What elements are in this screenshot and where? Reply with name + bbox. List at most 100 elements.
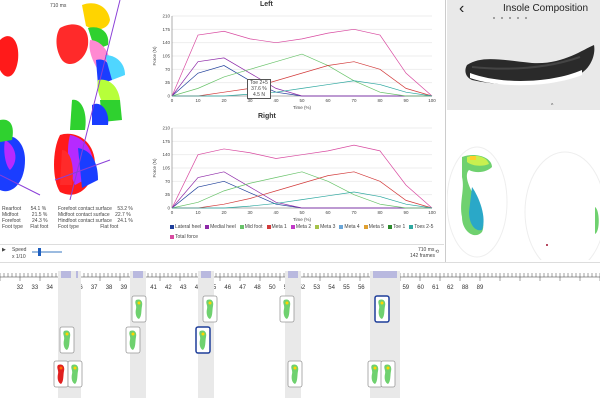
legend-item: Medial heel	[205, 224, 236, 230]
step-marker[interactable]	[373, 271, 397, 278]
legend-swatch	[363, 225, 368, 229]
timeline-tick-label: 55	[343, 285, 350, 291]
pressure-hotspot	[380, 301, 384, 305]
footprint-icon	[283, 299, 291, 319]
legend-label: Mid foot	[244, 224, 263, 230]
pressure-analysis-panel: 710 ms Rearfoot 54.1 % Midfoot 21.5 % Fo…	[0, 0, 446, 262]
legend-swatch	[315, 225, 320, 229]
series-line	[171, 171, 432, 209]
x-tick-label: 50	[299, 210, 305, 215]
pressure-hotspot	[65, 332, 69, 336]
speed-value: x 1/10	[12, 254, 26, 260]
timeline-tick-label: 42	[165, 285, 172, 291]
series-line	[171, 53, 432, 97]
step-marker[interactable]	[133, 271, 143, 278]
step-marker[interactable]	[288, 271, 298, 278]
step-footprint-card[interactable]	[287, 360, 303, 388]
carousel-dot[interactable]	[493, 17, 495, 19]
x-tick-label: 80	[377, 98, 383, 103]
timeline-tick-label: 34	[46, 285, 53, 291]
y-tick-label: 35	[165, 80, 171, 85]
step-footprint-card[interactable]	[53, 360, 69, 388]
step-marker[interactable]	[201, 271, 211, 278]
legend-item: Toes 2-5	[409, 224, 433, 230]
footprint-icon	[378, 299, 386, 319]
step-footprint-card[interactable]	[125, 326, 141, 354]
carousel-dot[interactable]	[509, 17, 511, 19]
legend-swatch	[205, 225, 210, 229]
stats-right: Forefoot contact surface 53.2 % Midfoot …	[58, 206, 133, 230]
pressure-hotspot	[201, 332, 205, 336]
footprint-icon	[57, 364, 65, 384]
y-tick-label: 105	[162, 166, 170, 171]
speed-slider[interactable]	[32, 251, 62, 253]
pressure-hotspot	[386, 366, 390, 370]
x-tick-label: 100	[428, 210, 436, 215]
x-tick-label: 40	[273, 98, 279, 103]
carousel-dot[interactable]	[517, 17, 519, 19]
step-footprint-card[interactable]	[59, 326, 75, 354]
carousel-dot[interactable]	[525, 17, 527, 19]
chevron-left-icon[interactable]: ‹	[459, 0, 465, 17]
insole-image	[465, 45, 595, 86]
step-footprint-card[interactable]	[202, 295, 218, 323]
x-tick-label: 60	[325, 210, 331, 215]
playback-bar: ▶ Speed x 1/10 710 ms 142 frames ⟲	[0, 244, 444, 263]
timeline-tick-label: 54	[328, 285, 335, 291]
right-force-chart: 0 35 70 105 140 175 210 0 10 20 30 40 50 60 70 80 90 100 T…	[152, 126, 436, 223]
timeline-tick-label: 48	[254, 285, 261, 291]
step-footprint-card[interactable]	[279, 295, 295, 323]
legend-item: Meta 4	[339, 224, 360, 230]
play-icon[interactable]: ▶	[2, 247, 6, 253]
x-tick-label: 10	[195, 210, 201, 215]
link-icon[interactable]: ⟲	[435, 249, 440, 255]
series-line	[171, 144, 433, 209]
x-axis-label: Time (%)	[293, 105, 312, 110]
timeline-tick-label: 33	[31, 285, 38, 291]
legend-swatch	[388, 225, 392, 229]
speed-slider-handle[interactable]	[38, 248, 41, 256]
legend-label: Meta 1	[271, 224, 287, 230]
footprint-icon	[291, 364, 299, 384]
speed-label: Speed	[12, 247, 27, 253]
legend-item: Meta 1	[266, 224, 287, 230]
step-footprint-card[interactable]	[374, 295, 390, 323]
footprint-icon	[199, 330, 207, 350]
right-chart-title: Right	[258, 113, 276, 120]
timeline-tick-label: 60	[417, 285, 424, 291]
y-tick-label: 35	[165, 192, 171, 197]
footprint-icon	[135, 299, 143, 319]
legend-item: Meta 3	[315, 224, 335, 230]
x-tick-label: 20	[221, 210, 227, 215]
step-marker[interactable]	[61, 271, 71, 278]
stat-row: Hindfoot contact surface 24.1 %	[58, 218, 133, 224]
x-tick-label: 100	[428, 98, 436, 103]
stat-row: Midfoot 21.5 %	[2, 212, 48, 218]
step-marker[interactable]	[76, 271, 78, 278]
step-footprint-card[interactable]	[380, 360, 396, 388]
series-line	[171, 171, 432, 209]
y-axis-label: Force (N)	[152, 46, 157, 66]
chart-legend: Lateral heel Medial heel Mid foot Meta 1 Met…	[170, 224, 440, 240]
stat-row: Midfoot contact surface 22.7 %	[58, 212, 131, 218]
series-line	[172, 171, 433, 209]
pressure-hotspot	[373, 366, 377, 370]
x-tick-label: 80	[377, 210, 383, 215]
step-footprint-card[interactable]	[195, 326, 211, 354]
carousel-dots	[493, 17, 527, 19]
stat-row: Forefoot 24.3 %	[2, 218, 48, 224]
legend-label: Meta 4	[344, 224, 360, 230]
timeline-tick-label: 52	[299, 285, 306, 291]
legend-item: Meta 5	[363, 224, 384, 230]
x-tick-label: 90	[403, 210, 409, 215]
pressure-hotspot	[137, 301, 141, 305]
legend-swatch	[409, 225, 414, 229]
step-footprint-card[interactable]	[367, 360, 383, 388]
carousel-dot[interactable]	[501, 17, 503, 19]
stat-row: Foot type Flat foot	[2, 224, 49, 230]
left-chart-title: Left	[260, 1, 273, 8]
step-footprint-card[interactable]	[131, 295, 147, 323]
step-footprint-card[interactable]	[67, 360, 83, 388]
collapse-icon[interactable]: ^	[551, 103, 554, 109]
timeline-tick-label: 47	[239, 285, 246, 291]
